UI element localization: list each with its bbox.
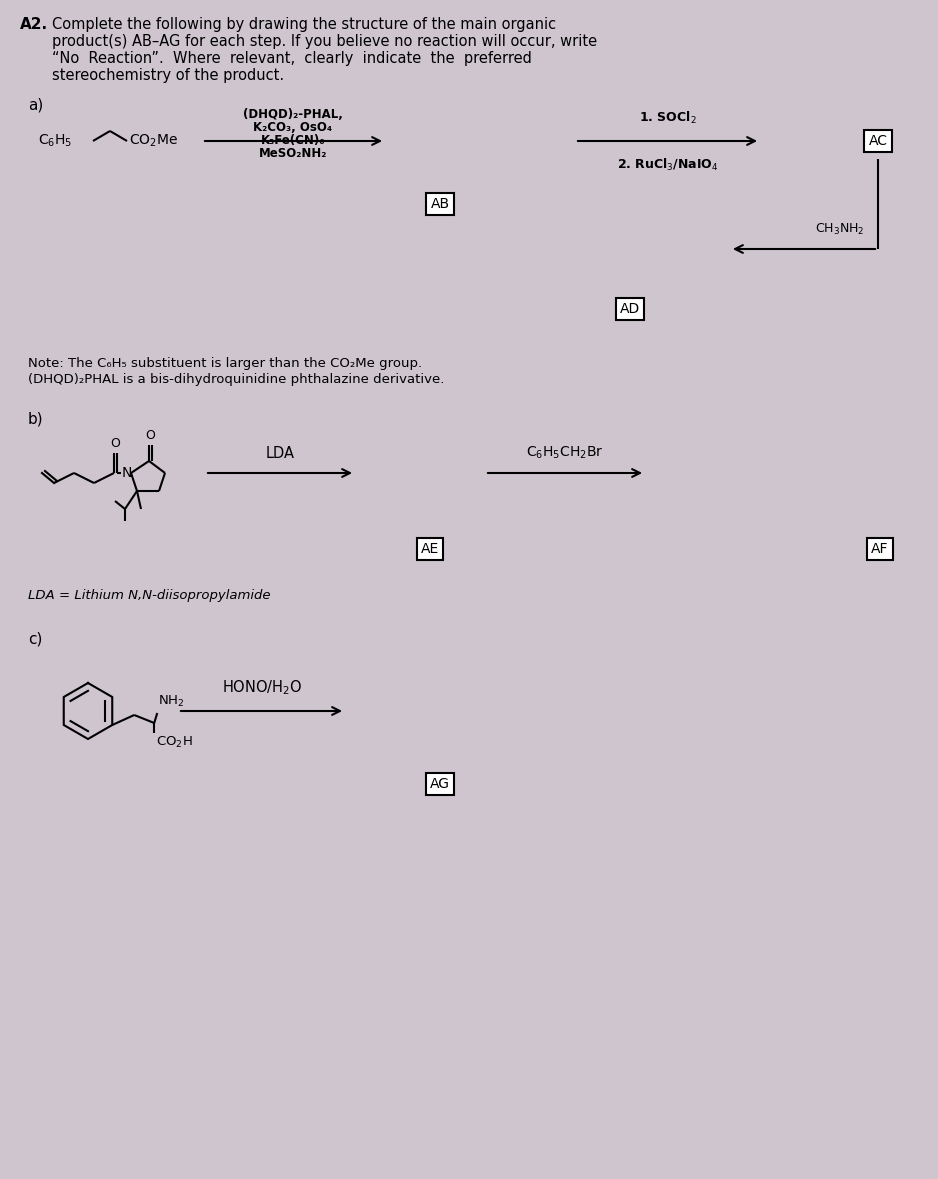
Text: AB: AB — [431, 197, 449, 211]
Text: AF: AF — [871, 542, 888, 556]
Text: Note: The C₆H₅ substituent is larger than the CO₂Me group.: Note: The C₆H₅ substituent is larger tha… — [28, 357, 422, 370]
Text: N: N — [122, 466, 132, 480]
Text: b): b) — [28, 411, 44, 426]
Text: product(s) AB–AG for each step. If you believe no reaction will occur, write: product(s) AB–AG for each step. If you b… — [52, 34, 598, 50]
Text: AC: AC — [869, 134, 887, 149]
Text: “No  Reaction”.  Where  relevant,  clearly  indicate  the  preferred: “No Reaction”. Where relevant, clearly i… — [52, 51, 532, 66]
Text: 1. SOCl$_2$: 1. SOCl$_2$ — [639, 110, 697, 126]
Text: A2.: A2. — [20, 17, 48, 32]
Text: c): c) — [28, 631, 42, 646]
Text: C$_6$H$_5$: C$_6$H$_5$ — [38, 133, 72, 150]
Text: O: O — [145, 429, 155, 442]
Text: (DHQD)₂-PHAL,: (DHQD)₂-PHAL, — [243, 108, 343, 121]
Text: LDA: LDA — [265, 446, 295, 461]
Text: AG: AG — [430, 777, 450, 791]
Text: a): a) — [28, 97, 43, 112]
Text: CO$_2$H: CO$_2$H — [157, 735, 193, 750]
Text: MeSO₂NH₂: MeSO₂NH₂ — [259, 147, 327, 160]
Text: CO$_2$Me: CO$_2$Me — [129, 133, 178, 150]
Text: O: O — [110, 437, 120, 450]
Text: K₂CO₃, OsO₄: K₂CO₃, OsO₄ — [253, 121, 333, 134]
Text: K₃Fe(CN)₆: K₃Fe(CN)₆ — [261, 134, 325, 147]
Text: (DHQD)₂PHAL is a bis-dihydroquinidine phthalazine derivative.: (DHQD)₂PHAL is a bis-dihydroquinidine ph… — [28, 373, 445, 386]
Text: LDA = Lithium N,N-diisopropylamide: LDA = Lithium N,N-diisopropylamide — [28, 590, 270, 602]
Text: C$_6$H$_5$CH$_2$Br: C$_6$H$_5$CH$_2$Br — [526, 444, 604, 461]
Text: CH$_3$NH$_2$: CH$_3$NH$_2$ — [815, 222, 865, 237]
Text: NH$_2$: NH$_2$ — [159, 694, 185, 709]
Text: AE: AE — [421, 542, 439, 556]
Text: stereochemistry of the product.: stereochemistry of the product. — [52, 68, 284, 83]
Text: HONO/H$_2$O: HONO/H$_2$O — [221, 678, 302, 697]
Text: 2. RuCl$_3$/NaIO$_4$: 2. RuCl$_3$/NaIO$_4$ — [617, 157, 719, 173]
Text: AD: AD — [620, 302, 640, 316]
Text: Complete the following by drawing the structure of the main organic: Complete the following by drawing the st… — [52, 17, 556, 32]
